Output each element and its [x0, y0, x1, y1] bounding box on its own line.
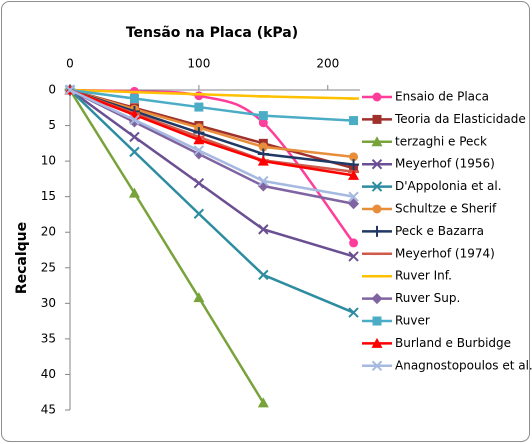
legend-label: Burland e Burbidge [395, 336, 511, 350]
y-tick-label: 45 [41, 403, 56, 417]
marker [193, 134, 205, 145]
marker [258, 269, 269, 281]
legend-marker [371, 293, 383, 305]
legend-label: Ruver Sup. [395, 291, 460, 305]
series-line [68, 89, 265, 404]
y-tick-label: 35 [41, 331, 56, 345]
legend-label: Ensaio de Placa [395, 90, 489, 104]
legend-marker [372, 316, 382, 326]
marker [258, 175, 269, 187]
y-tick-label: 25 [41, 260, 56, 274]
legend-label: Ruver [395, 314, 430, 328]
legend-label: D'Appolonia et al. [395, 179, 502, 193]
legend-label: Ruver Inf. [395, 269, 452, 283]
marker [258, 111, 268, 121]
marker [257, 155, 269, 166]
marker [348, 159, 360, 171]
legend-marker [371, 136, 383, 147]
y-tick-label: 40 [41, 367, 56, 381]
legend-marker [372, 92, 382, 102]
y-tick-label: 10 [41, 154, 56, 168]
marker [348, 251, 359, 262]
marker [348, 191, 359, 202]
legend-marker [371, 337, 383, 348]
marker [348, 198, 360, 210]
legend-marker [372, 114, 382, 124]
y-axis-label: Recalque [14, 222, 30, 294]
x-tick-label: 200 [316, 57, 339, 71]
marker [258, 142, 268, 152]
marker [258, 224, 269, 235]
marker [193, 145, 205, 156]
marker [348, 169, 360, 180]
legend-label: Anagnostopoulos et al. [395, 358, 532, 372]
legend-label: Teoria da Elasticidade [394, 112, 526, 126]
marker [193, 177, 205, 189]
legend-marker [371, 158, 383, 170]
marker [194, 91, 204, 101]
marker [129, 114, 140, 126]
marker [128, 187, 140, 198]
y-tick-label: 20 [41, 225, 56, 239]
marker [257, 397, 269, 408]
legend-label: Peck e Bazarra [395, 224, 484, 238]
marker [349, 152, 359, 162]
chart-title: Tensão na Placa (kPa) [126, 25, 298, 41]
marker [64, 84, 76, 96]
legend-label: Meyerhof (1974) [395, 246, 495, 260]
x-tick-label: 0 [66, 57, 74, 71]
marker [349, 116, 359, 126]
marker [129, 131, 140, 143]
legend-label: Schultze e Sherif [395, 202, 497, 216]
marker [193, 292, 205, 303]
legend-marker [371, 360, 383, 372]
y-tick-label: 0 [48, 83, 56, 97]
legend-label: Meyerhof (1956) [395, 157, 495, 171]
legend-label: terzaghi e Peck [395, 134, 487, 148]
legend-marker [371, 225, 383, 237]
legend-marker [372, 204, 382, 214]
marker [129, 146, 140, 158]
marker [258, 118, 268, 128]
marker [348, 307, 359, 318]
y-tick-label: 30 [41, 296, 56, 310]
legend-marker [371, 181, 383, 192]
x-tick-label: 100 [187, 57, 210, 71]
marker [349, 238, 359, 248]
marker [129, 94, 139, 104]
marker [194, 102, 204, 112]
y-tick-label: 15 [41, 189, 56, 203]
marker [193, 208, 205, 219]
y-tick-label: 5 [48, 118, 56, 132]
